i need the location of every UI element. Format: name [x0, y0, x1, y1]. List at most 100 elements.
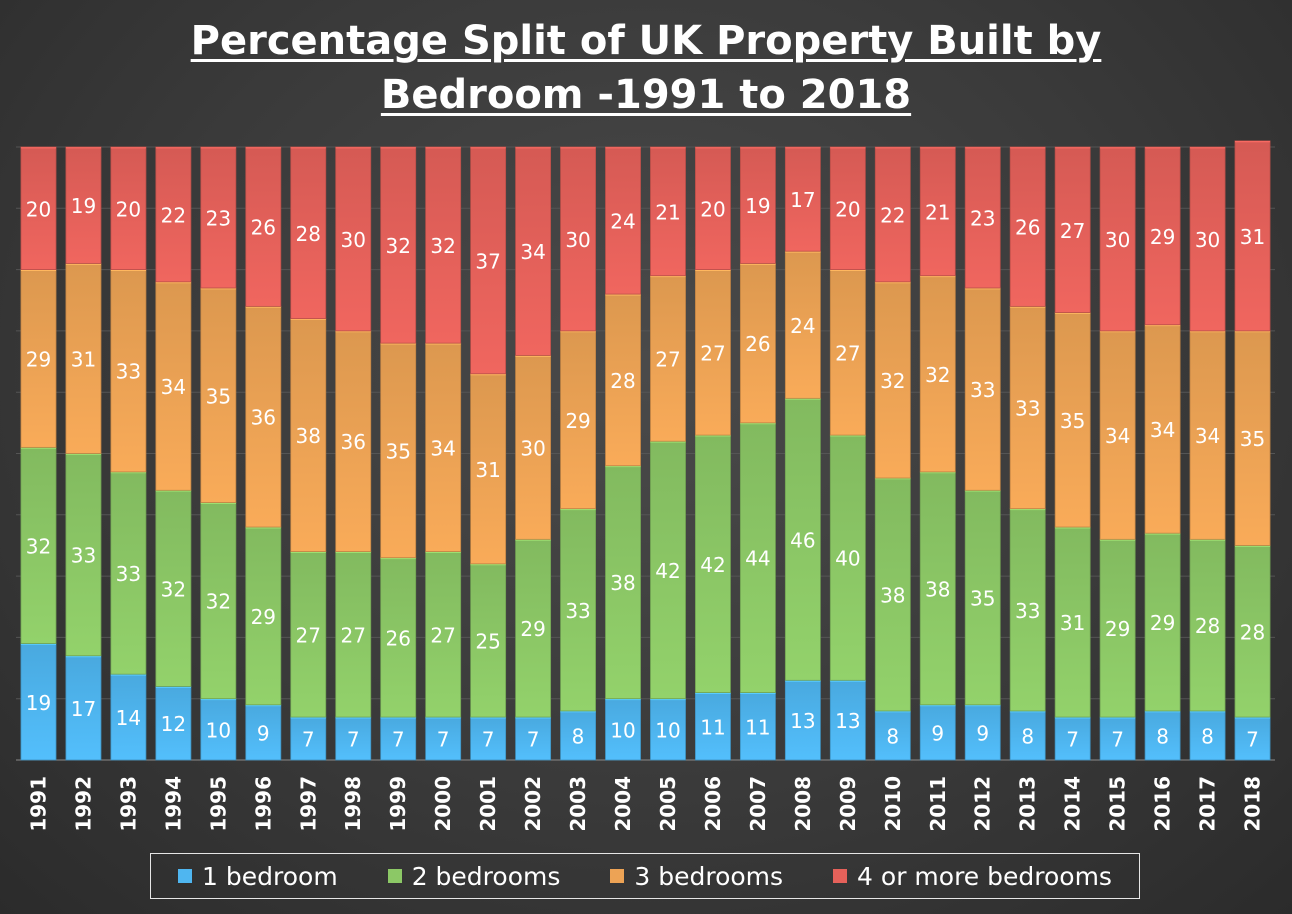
x-tick-label: 2009 — [836, 776, 860, 832]
data-label: 20 — [26, 197, 51, 221]
x-tick-label: 2006 — [701, 776, 725, 832]
bar-4-or-more-bedrooms-2003 — [560, 146, 596, 332]
bar-2-bedrooms-1994 — [155, 489, 192, 687]
data-label: 7 — [302, 728, 315, 752]
bar-3-bedrooms-2001 — [470, 373, 507, 565]
data-label: 44 — [745, 547, 770, 571]
data-label: 30 — [565, 228, 590, 252]
legend-item: 3 bedrooms — [610, 862, 783, 891]
data-label: 22 — [880, 203, 905, 227]
data-label: 33 — [1015, 397, 1040, 421]
legend-swatch — [610, 869, 625, 883]
bar-3-bedrooms-2002 — [515, 355, 552, 540]
data-label: 27 — [655, 347, 680, 371]
x-tick-label: 2016 — [1151, 776, 1175, 832]
data-label: 26 — [385, 626, 410, 650]
data-label: 30 — [341, 228, 366, 252]
chart-legend: 1 bedroom 2 bedrooms 3 bedrooms 4 or more b… — [150, 853, 1140, 899]
legend-label: 1 bedroom — [202, 861, 338, 891]
chart-title: Percentage Split of UK Property Built by… — [0, 14, 1292, 122]
data-label: 13 — [835, 709, 860, 733]
bar-1-bedroom-2010 — [874, 710, 911, 761]
bar-2-bedrooms-1993 — [110, 471, 147, 675]
data-label: 40 — [835, 547, 860, 571]
bar-2-bedrooms-2008 — [784, 397, 821, 681]
bar-3-bedrooms-2008 — [784, 250, 821, 399]
data-label: 31 — [1060, 611, 1085, 635]
x-tick-label: 2005 — [656, 776, 680, 832]
data-label: 29 — [251, 605, 276, 629]
data-label: 28 — [1195, 614, 1220, 638]
data-label: 28 — [296, 222, 321, 246]
bar-4-or-more-bedrooms-2002 — [515, 146, 552, 356]
data-label: 37 — [475, 249, 500, 273]
bar-4-or-more-bedrooms-2018 — [1234, 140, 1271, 332]
data-label: 35 — [1240, 427, 1265, 451]
data-label: 20 — [835, 197, 860, 221]
data-label: 14 — [116, 706, 141, 730]
data-label: 20 — [700, 197, 725, 221]
data-label: 7 — [347, 728, 360, 752]
x-tick-label: 2010 — [881, 776, 905, 832]
data-label: 23 — [206, 206, 231, 230]
data-label: 28 — [610, 369, 635, 393]
bar-2-bedrooms-2009 — [829, 434, 866, 681]
bar-4-or-more-bedrooms-2016 — [1144, 146, 1181, 326]
bar-4-or-more-bedrooms-2014 — [1054, 146, 1091, 313]
data-label: 7 — [527, 728, 540, 752]
bar-4-or-more-bedrooms-2012 — [964, 146, 1001, 289]
x-tick-label: 1996 — [251, 776, 275, 832]
x-tick-label: 2012 — [971, 776, 995, 832]
legend-label: 4 or more bedrooms — [857, 861, 1112, 891]
bar-3-bedrooms-2018 — [1234, 330, 1271, 546]
bar-2-bedrooms-2018 — [1234, 545, 1271, 718]
bar-2-bedrooms-2016 — [1144, 532, 1181, 712]
data-label: 35 — [1060, 409, 1085, 433]
x-tick-label: 2011 — [926, 776, 950, 832]
bar-4-or-more-bedrooms-2008 — [784, 146, 821, 252]
data-label: 23 — [970, 206, 995, 230]
data-label: 34 — [430, 436, 455, 460]
bar-2-bedrooms-2014 — [1054, 526, 1091, 718]
data-label: 10 — [655, 718, 680, 742]
bar-2-bedrooms-2004 — [605, 465, 641, 700]
bar-1-bedroom-1998 — [335, 716, 372, 761]
x-tick-label: 2002 — [521, 776, 545, 832]
data-label: 33 — [116, 562, 141, 586]
bar-4-or-more-bedrooms-2004 — [605, 146, 641, 295]
data-label: 31 — [1240, 225, 1265, 249]
data-label: 32 — [26, 534, 51, 558]
bar-4-or-more-bedrooms-1995 — [200, 146, 237, 289]
bar-2-bedrooms-2007 — [739, 422, 776, 693]
data-label: 34 — [520, 240, 545, 264]
bar-4-or-more-bedrooms-2011 — [919, 146, 956, 277]
data-label: 42 — [700, 553, 725, 577]
legend-label: 3 bedrooms — [634, 861, 784, 891]
data-label: 33 — [1015, 599, 1040, 623]
x-tick-label: 2018 — [1241, 776, 1265, 832]
bar-1-bedroom-1999 — [380, 716, 417, 761]
bar-4-or-more-bedrooms-2006 — [695, 146, 731, 270]
data-label: 10 — [206, 718, 231, 742]
bar-1-bedroom-1994 — [155, 686, 192, 761]
bar-2-bedrooms-2006 — [695, 434, 731, 693]
bar-2-bedrooms-2003 — [560, 508, 596, 712]
x-tick-label: 1997 — [296, 776, 320, 832]
x-tick-label: 2008 — [791, 776, 815, 832]
x-tick-label: 1992 — [71, 776, 95, 832]
bar-1-bedroom-2006 — [695, 692, 731, 761]
data-label: 8 — [1021, 724, 1034, 748]
bar-3-bedrooms-2013 — [1009, 305, 1046, 510]
data-label: 26 — [251, 216, 276, 240]
bar-2-bedrooms-2001 — [470, 563, 507, 718]
chart-title-line-2: Bedroom -1991 to 2018 — [380, 72, 912, 118]
x-tick-label: 2017 — [1196, 776, 1220, 832]
bar-2-bedrooms-2005 — [650, 440, 686, 700]
bar-2-bedrooms-1996 — [245, 526, 282, 706]
bar-4-or-more-bedrooms-2007 — [739, 146, 776, 264]
bar-4-or-more-bedrooms-2005 — [650, 146, 686, 277]
bar-4-or-more-bedrooms-2010 — [874, 146, 911, 283]
data-label: 13 — [790, 709, 815, 733]
data-label: 27 — [835, 341, 860, 365]
bar-4-or-more-bedrooms-1993 — [110, 146, 147, 270]
